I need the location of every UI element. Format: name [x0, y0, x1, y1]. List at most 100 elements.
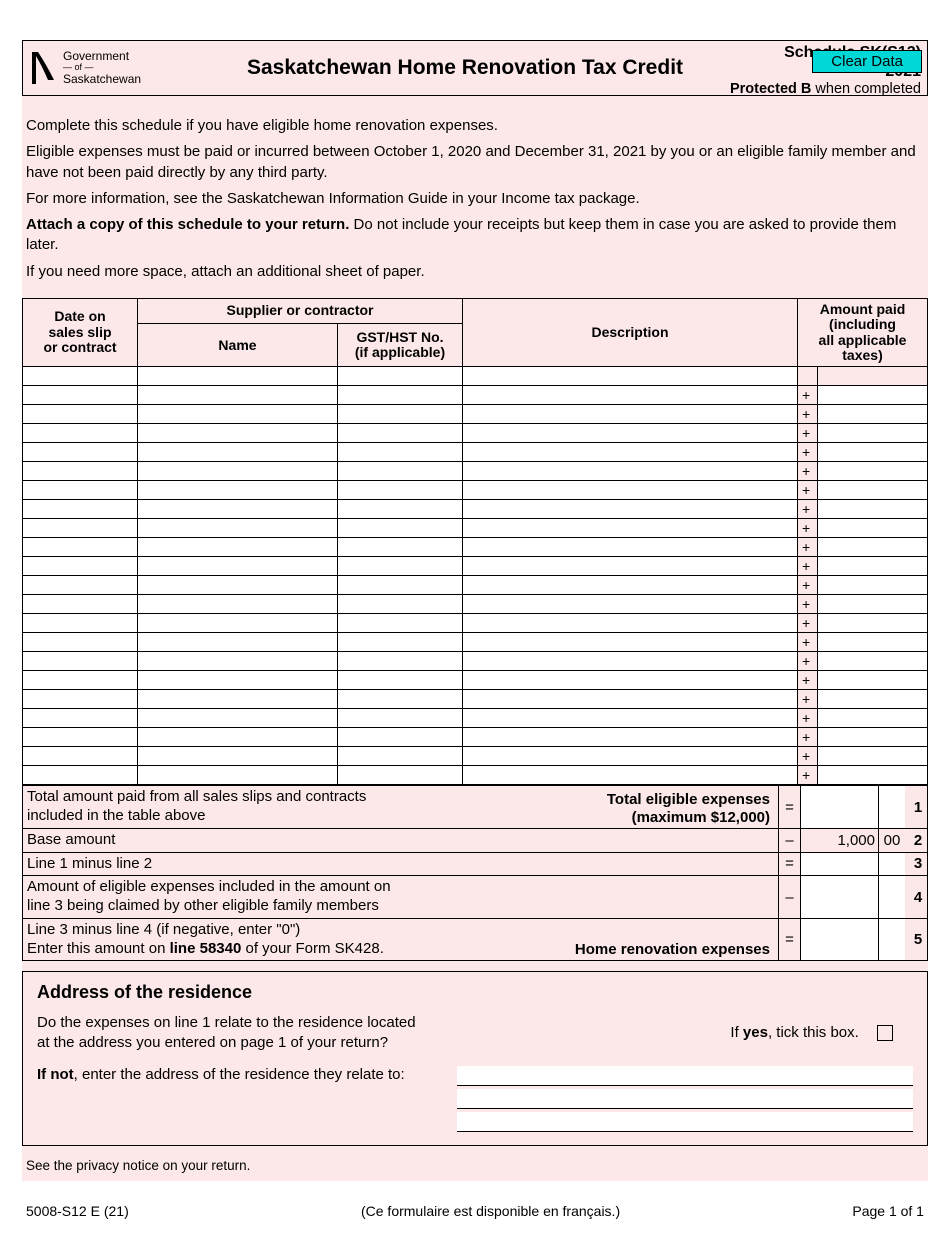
cell-name[interactable]: [138, 709, 338, 728]
cell-amount[interactable]: [818, 633, 928, 652]
cell-desc[interactable]: [463, 576, 798, 595]
cell-amount[interactable]: [818, 766, 928, 785]
cell-name[interactable]: [138, 538, 338, 557]
cell-gst[interactable]: [338, 481, 463, 500]
cell-amount[interactable]: [818, 481, 928, 500]
cell-amount[interactable]: [818, 690, 928, 709]
calc-3-amount[interactable]: [800, 853, 878, 876]
cell-date[interactable]: [23, 443, 138, 462]
cell-desc[interactable]: [463, 747, 798, 766]
cell-desc[interactable]: [463, 443, 798, 462]
cell-date[interactable]: [23, 652, 138, 671]
cell-amount[interactable]: [818, 500, 928, 519]
cell-amount[interactable]: [818, 443, 928, 462]
cell-name[interactable]: [138, 747, 338, 766]
cell-name[interactable]: [138, 443, 338, 462]
yes-checkbox[interactable]: [877, 1025, 893, 1041]
clear-data-button[interactable]: Clear Data: [812, 50, 922, 73]
cell-gst[interactable]: [338, 747, 463, 766]
cell-amount[interactable]: [818, 519, 928, 538]
calc-3-cents[interactable]: [878, 853, 905, 876]
cell-desc[interactable]: [463, 728, 798, 747]
cell-gst[interactable]: [338, 424, 463, 443]
cell-date[interactable]: [23, 557, 138, 576]
cell-desc[interactable]: [463, 367, 798, 386]
cell-date[interactable]: [23, 481, 138, 500]
cell-gst[interactable]: [338, 766, 463, 785]
cell-gst[interactable]: [338, 405, 463, 424]
cell-name[interactable]: [138, 690, 338, 709]
cell-desc[interactable]: [463, 386, 798, 405]
cell-desc[interactable]: [463, 709, 798, 728]
cell-name[interactable]: [138, 557, 338, 576]
cell-date[interactable]: [23, 500, 138, 519]
cell-desc[interactable]: [463, 557, 798, 576]
cell-amount[interactable]: [818, 557, 928, 576]
cell-desc[interactable]: [463, 519, 798, 538]
calc-4-amount[interactable]: [800, 876, 878, 918]
cell-gst[interactable]: [338, 633, 463, 652]
cell-gst[interactable]: [338, 519, 463, 538]
cell-name[interactable]: [138, 728, 338, 747]
cell-gst[interactable]: [338, 614, 463, 633]
cell-amount[interactable]: [818, 462, 928, 481]
cell-gst[interactable]: [338, 595, 463, 614]
cell-name[interactable]: [138, 462, 338, 481]
cell-date[interactable]: [23, 728, 138, 747]
cell-desc[interactable]: [463, 462, 798, 481]
cell-name[interactable]: [138, 424, 338, 443]
cell-amount[interactable]: [818, 424, 928, 443]
cell-gst[interactable]: [338, 652, 463, 671]
cell-amount[interactable]: [818, 538, 928, 557]
cell-amount[interactable]: [818, 595, 928, 614]
cell-date[interactable]: [23, 671, 138, 690]
cell-gst[interactable]: [338, 443, 463, 462]
cell-gst[interactable]: [338, 671, 463, 690]
cell-amount[interactable]: [818, 709, 928, 728]
cell-amount[interactable]: [818, 671, 928, 690]
cell-desc[interactable]: [463, 481, 798, 500]
cell-date[interactable]: [23, 405, 138, 424]
cell-desc[interactable]: [463, 690, 798, 709]
address-line-3[interactable]: [457, 1112, 913, 1132]
cell-name[interactable]: [138, 367, 338, 386]
cell-date[interactable]: [23, 766, 138, 785]
cell-gst[interactable]: [338, 386, 463, 405]
cell-gst[interactable]: [338, 709, 463, 728]
cell-date[interactable]: [23, 462, 138, 481]
cell-amount[interactable]: [818, 576, 928, 595]
calc-1-cents[interactable]: [878, 786, 905, 828]
cell-date[interactable]: [23, 709, 138, 728]
cell-name[interactable]: [138, 633, 338, 652]
cell-date[interactable]: [23, 386, 138, 405]
cell-gst[interactable]: [338, 367, 463, 386]
cell-date[interactable]: [23, 367, 138, 386]
cell-gst[interactable]: [338, 576, 463, 595]
calc-5-amount[interactable]: [800, 919, 878, 961]
cell-date[interactable]: [23, 595, 138, 614]
cell-amount[interactable]: [818, 728, 928, 747]
cell-name[interactable]: [138, 766, 338, 785]
address-line-1[interactable]: [457, 1066, 913, 1086]
cell-desc[interactable]: [463, 595, 798, 614]
cell-gst[interactable]: [338, 538, 463, 557]
cell-gst[interactable]: [338, 728, 463, 747]
cell-name[interactable]: [138, 519, 338, 538]
cell-name[interactable]: [138, 576, 338, 595]
cell-amount[interactable]: [818, 614, 928, 633]
cell-amount[interactable]: [818, 652, 928, 671]
cell-name[interactable]: [138, 405, 338, 424]
cell-desc[interactable]: [463, 614, 798, 633]
cell-name[interactable]: [138, 386, 338, 405]
cell-desc[interactable]: [463, 652, 798, 671]
cell-gst[interactable]: [338, 500, 463, 519]
cell-amount[interactable]: [818, 747, 928, 766]
cell-desc[interactable]: [463, 671, 798, 690]
calc-4-cents[interactable]: [878, 876, 905, 918]
cell-date[interactable]: [23, 633, 138, 652]
cell-date[interactable]: [23, 519, 138, 538]
cell-date[interactable]: [23, 747, 138, 766]
cell-gst[interactable]: [338, 462, 463, 481]
cell-name[interactable]: [138, 500, 338, 519]
cell-desc[interactable]: [463, 538, 798, 557]
